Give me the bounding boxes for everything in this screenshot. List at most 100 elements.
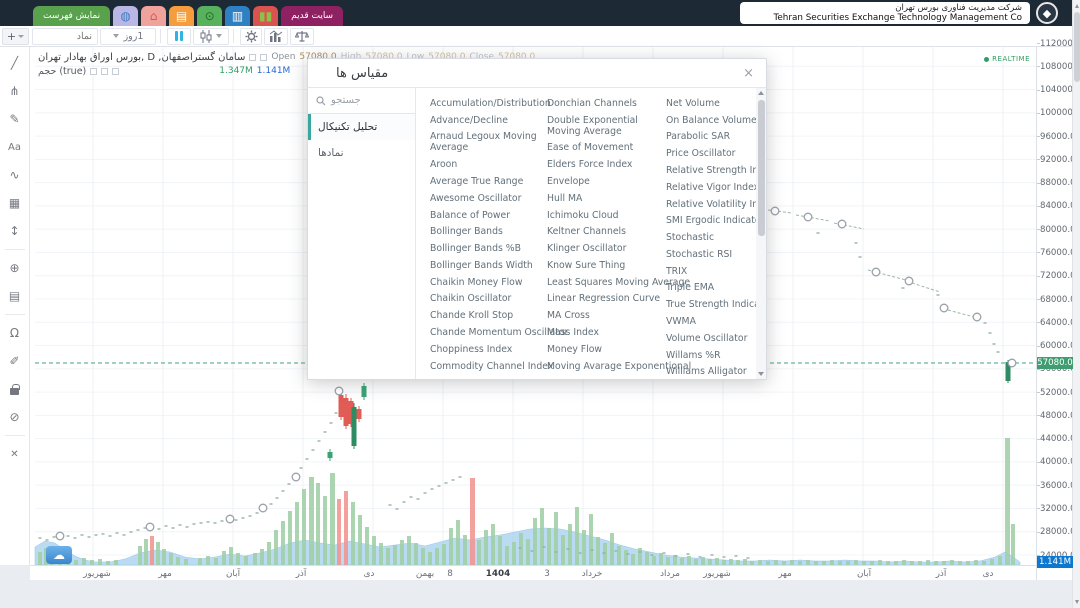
scroll-down-icon[interactable] [758,372,764,376]
indicator-item[interactable]: Money Flow [547,341,657,358]
scrollbar-thumb[interactable] [1074,12,1080,82]
magnet-icon[interactable]: Ω [3,321,27,345]
pattern-icon[interactable]: ∿ [3,163,27,187]
crosshair-tool[interactable]: + [2,28,29,45]
trendline-icon[interactable]: ╱ [3,51,27,75]
dialog-scrollbar[interactable] [756,88,766,379]
browser-scrollbar[interactable] [1072,0,1080,608]
indicator-item[interactable]: Ease of Movement [547,140,657,157]
forecast-icon[interactable]: ▦ [3,191,27,215]
indicator-item[interactable]: Stochastic RSI [666,246,756,263]
close-icon[interactable]: × [743,66,754,81]
indicator-item[interactable]: Hull MA [547,190,657,207]
indicator-item[interactable]: Awesome Oscillator [430,190,538,207]
indicator-item[interactable]: Willams %R [666,347,756,364]
candle-style-dropdown[interactable] [193,28,229,45]
indicator-item[interactable]: Donchian Channels [547,95,657,112]
hide-drawings-icon[interactable]: ⊘ [3,405,27,429]
indicator-item[interactable]: MA Cross [547,307,657,324]
scroll-up-icon[interactable] [758,91,764,95]
indicator-item[interactable]: Parabolic SAR [666,129,756,146]
indicator-item[interactable]: Average True Range [430,173,538,190]
symbol-title[interactable]: بورس اوراق بهادار تهران, D ,سامان گستراص… [38,52,245,63]
indicator-item[interactable]: True Strength Indicator [666,296,756,313]
indicator-item[interactable]: Volume Oscillator [666,330,756,347]
indicator-item[interactable]: Moving Avarage Exponentional [547,358,657,375]
indicator-item[interactable]: Bollinger Bands Width [430,257,538,274]
show-list-tab[interactable]: نمایش فهرست [33,6,110,26]
position-tool-icon[interactable]: ↕ [3,219,27,243]
columns-tab-icon[interactable]: ▮▮ [253,6,278,26]
pitchfork-icon[interactable]: ⋔ [3,79,27,103]
measure-icon[interactable]: ▤ [3,284,27,308]
indicator-item[interactable]: Relative Vigor Index [666,179,756,196]
indicator-search[interactable]: جستجو [308,88,415,114]
indicator-item[interactable]: Chaikin Oscillator [430,291,538,308]
indicator-item[interactable]: Advance/Decline [430,112,538,129]
dialog-tab-0[interactable]: تحلیل تکنیکال [308,114,415,140]
indicator-item[interactable]: Envelope [547,173,657,190]
indicator-item[interactable]: Williams Alligator [666,364,756,380]
scroll-down-icon[interactable] [1075,600,1079,604]
indicator-item[interactable]: Bollinger Bands [430,223,538,240]
search-tab-icon[interactable]: ⊙ [197,6,222,26]
indicator-item[interactable]: Aroon [430,156,538,173]
scroll-up-icon[interactable] [1075,4,1079,8]
indicator-item[interactable]: Net Volume [666,95,756,112]
indicator-item[interactable]: Accumulation/Distribution [430,95,538,112]
study-settings-icon[interactable] [101,68,108,75]
indicator-item[interactable]: Chande Momentum Oscillator [430,324,538,341]
scrollbar-thumb[interactable] [758,100,765,236]
compare-button[interactable] [290,28,314,45]
indicator-item[interactable]: On Balance Volume [666,112,756,129]
indicator-item[interactable]: Balance of Power [430,207,538,224]
indicator-item[interactable]: Chaikin Money Flow [430,274,538,291]
indicator-item[interactable]: Klinger Oscillator [547,240,657,257]
indicator-item[interactable]: SMI Ergodic Indicator/Oscillator [666,212,756,229]
indicator-item[interactable]: Chande Kroll Stop [430,307,538,324]
indicator-item[interactable]: Double Exponential Moving Average [547,112,657,140]
remove-drawings-icon[interactable]: ✕ [3,442,27,466]
indicator-item[interactable]: Relative Volatility Index [666,196,756,213]
indicator-item[interactable]: Stochastic [666,229,756,246]
indicator-item[interactable]: Choppiness Index [430,341,538,358]
indicator-item[interactable]: TRIX [666,263,756,280]
indicator-item[interactable]: Know Sure Thing [547,257,657,274]
home-icon[interactable]: ⌂ [141,6,166,26]
drawing-mode-icon[interactable]: ✐ [3,349,27,373]
table-icon[interactable]: ▤ [169,6,194,26]
dialog-tab-1[interactable]: نمادها [308,140,415,166]
indicator-item[interactable]: Keltner Channels [547,223,657,240]
bars-style-icon[interactable] [167,28,191,45]
study-toggle-icon[interactable] [90,68,97,75]
indicator-item[interactable]: Mass Index [547,324,657,341]
old-site-tab[interactable]: سایت قدیم [281,6,343,26]
indicator-item[interactable]: Arnaud Legoux Moving Average [430,129,538,157]
legend-settings-icon[interactable] [260,54,267,61]
indicator-item[interactable]: Ichimoku Cloud [547,207,657,224]
legend-toggle-icon[interactable] [249,54,256,61]
indicator-item[interactable]: Bollinger Bands %B [430,240,538,257]
time-axis[interactable]: شهریورمهرآبانآذردیبهمن814043خردادمردادشه… [30,565,1036,580]
interval-dropdown[interactable]: 1روز [100,28,156,45]
lock-icon[interactable] [3,377,27,401]
indicators-button[interactable] [264,28,288,45]
settings-button[interactable] [240,28,262,45]
indicator-item[interactable]: Relative Strength Index [666,162,756,179]
indicator-item[interactable]: VWMA [666,313,756,330]
zoom-in-icon[interactable]: ⊕ [3,256,27,280]
text-tool-icon[interactable]: Aa [3,135,27,159]
indicator-item[interactable]: Price Oscillator [666,145,756,162]
volume-study-label[interactable]: حجم (true) [38,66,86,77]
indicator-item[interactable]: Commodity Channel Index [430,358,538,375]
indicator-item[interactable]: Least Squares Moving Average [547,274,657,291]
globe-icon[interactable]: ◍ [113,6,138,26]
study-close-icon[interactable] [112,68,119,75]
indicator-item[interactable]: Elders Force Index [547,156,657,173]
brush-icon[interactable]: ✎ [3,107,27,131]
book-chart-icon[interactable]: ▥ [225,6,250,26]
indicator-item[interactable]: Linear Regression Curve [547,291,657,308]
price-axis[interactable]: 112000.0108000.0104000.0100000.096000.09… [1036,47,1072,565]
symbol-input[interactable] [32,28,98,45]
indicator-item[interactable]: Triple EMA [666,280,756,297]
